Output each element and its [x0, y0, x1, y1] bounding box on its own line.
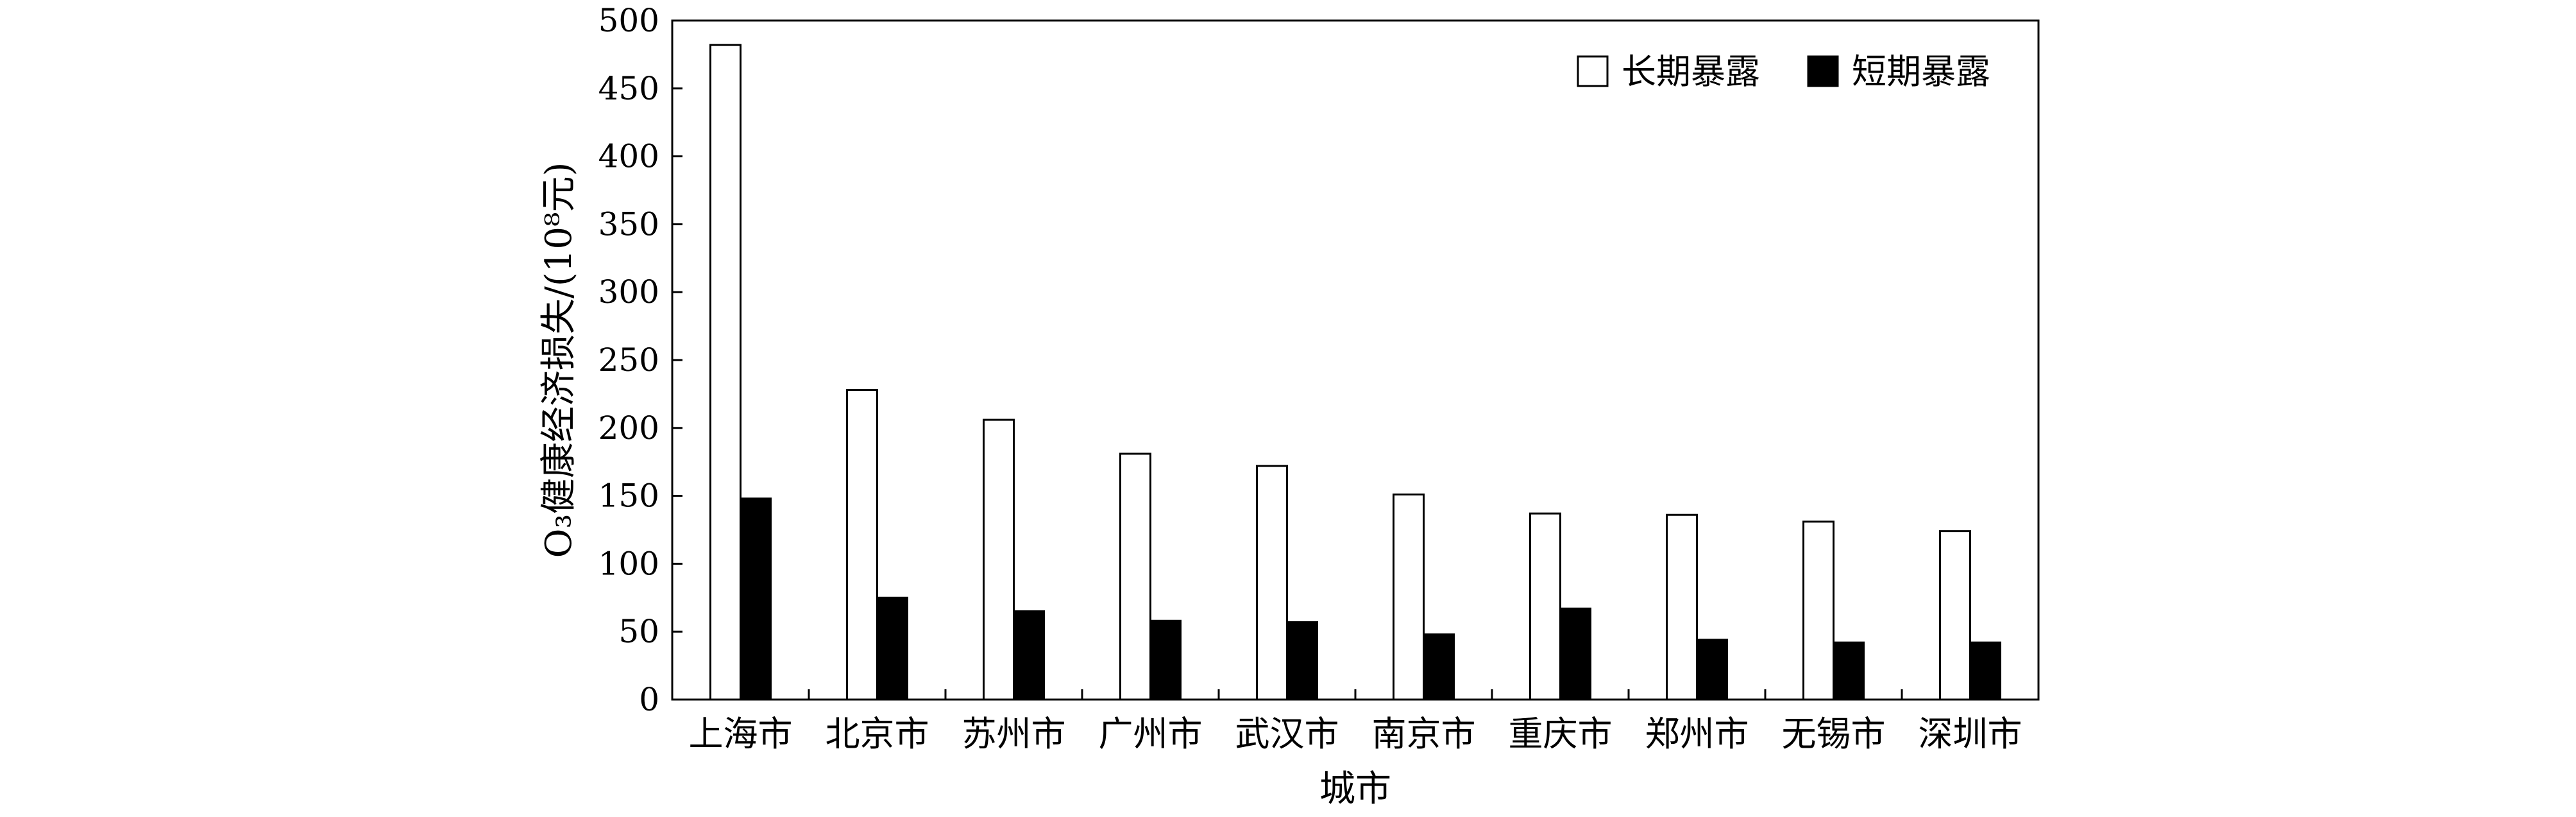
bar-short-term — [1833, 641, 1865, 701]
bar-short-term — [876, 596, 908, 701]
bar-short-term — [1149, 619, 1182, 701]
bar-long-term — [1256, 465, 1288, 701]
y-tick-label: 50 — [618, 613, 659, 650]
x-category-label: 无锡市 — [1782, 714, 1886, 754]
bar-long-term — [983, 418, 1015, 701]
legend-swatch-long-term — [1577, 55, 1609, 87]
bar-short-term — [1423, 633, 1455, 701]
bar-short-term — [1696, 639, 1728, 701]
bar-short-term — [1286, 621, 1318, 701]
y-axis: 0 50 100 150 200 250 300 350 400 450 500 — [598, 2, 682, 718]
x-category-label: 北京市 — [826, 714, 929, 754]
x-category-label: 重庆市 — [1509, 714, 1613, 754]
legend: 长期暴露 短期暴露 — [1577, 51, 1990, 92]
x-axis-title: 城市 — [1319, 768, 1391, 810]
legend-label-long-term: 长期暴露 — [1622, 51, 1760, 92]
legend-swatch-short-term — [1807, 55, 1839, 87]
x-category-label: 广州市 — [1099, 714, 1203, 754]
y-tick-label: 200 — [598, 409, 659, 447]
y-tick-label: 350 — [598, 205, 659, 243]
x-category-label: 南京市 — [1372, 714, 1476, 754]
bar-long-term — [1529, 512, 1561, 701]
y-tick-label: 450 — [598, 70, 659, 107]
bar-short-term — [1559, 607, 1591, 701]
bar-long-term — [1119, 452, 1151, 701]
y-tick-label: 100 — [598, 545, 659, 582]
x-category-label: 郑州市 — [1645, 714, 1749, 754]
y-tick-label: 250 — [598, 341, 659, 379]
y-tick-label: 0 — [639, 681, 659, 718]
bars-layer — [709, 44, 2001, 701]
bar-long-term — [709, 44, 741, 701]
y-tick-label: 500 — [598, 2, 659, 39]
x-axis: 上海市 北京市 苏州市 广州市 武汉市 南京市 重庆市 郑州市 无锡市 深圳市 — [689, 689, 2022, 754]
y-axis-title: O₃健康经济损失/(10⁸元) — [538, 162, 580, 558]
y-tick-label: 150 — [598, 477, 659, 515]
x-category-label: 上海市 — [689, 714, 793, 754]
bar-short-term — [1013, 610, 1045, 701]
x-category-label: 苏州市 — [962, 714, 1066, 754]
bar-short-term — [740, 497, 772, 701]
bar-short-term — [1969, 641, 2001, 701]
bar-long-term — [1802, 520, 1835, 701]
y-tick-label: 400 — [598, 138, 659, 175]
legend-label-short-term: 短期暴露 — [1852, 51, 1990, 92]
bar-long-term — [1393, 493, 1425, 701]
bar-long-term — [846, 389, 878, 701]
x-category-label: 深圳市 — [1919, 714, 2022, 754]
y-tick-label: 300 — [598, 273, 659, 311]
bar-long-term — [1666, 513, 1698, 701]
bar-long-term — [1939, 530, 1971, 701]
x-category-label: 武汉市 — [1235, 714, 1339, 754]
